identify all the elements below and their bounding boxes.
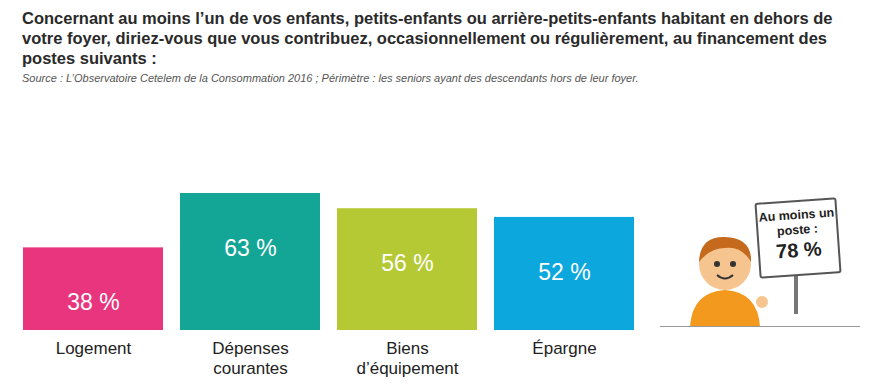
svg-text:38 %: 38 % bbox=[67, 289, 119, 315]
html-text:Source : L’Observatoire Cetele: Source : L’Observatoire Cetelem de la Co… bbox=[22, 72, 639, 84]
svg-text:Logement: Logement bbox=[56, 339, 132, 358]
svg-text:52 %: 52 % bbox=[538, 259, 590, 285]
svg-text:56 %: 56 % bbox=[381, 250, 433, 276]
html-text:Concernant au moins l’un de vo: Concernant au moins l’un de vos enfants,… bbox=[22, 9, 833, 67]
svg-text:Épargne: Épargne bbox=[532, 339, 596, 358]
svg-text:Dépensescourantes: Dépensescourantes bbox=[212, 339, 289, 378]
html-text:Au moins un poste :: Au moins un poste : bbox=[758, 205, 835, 239]
svg-text:63 %: 63 % bbox=[224, 235, 276, 261]
svg-text:Biensd’équipement: Biensd’équipement bbox=[356, 339, 458, 378]
html-text:78 %: 78 % bbox=[775, 237, 823, 263]
